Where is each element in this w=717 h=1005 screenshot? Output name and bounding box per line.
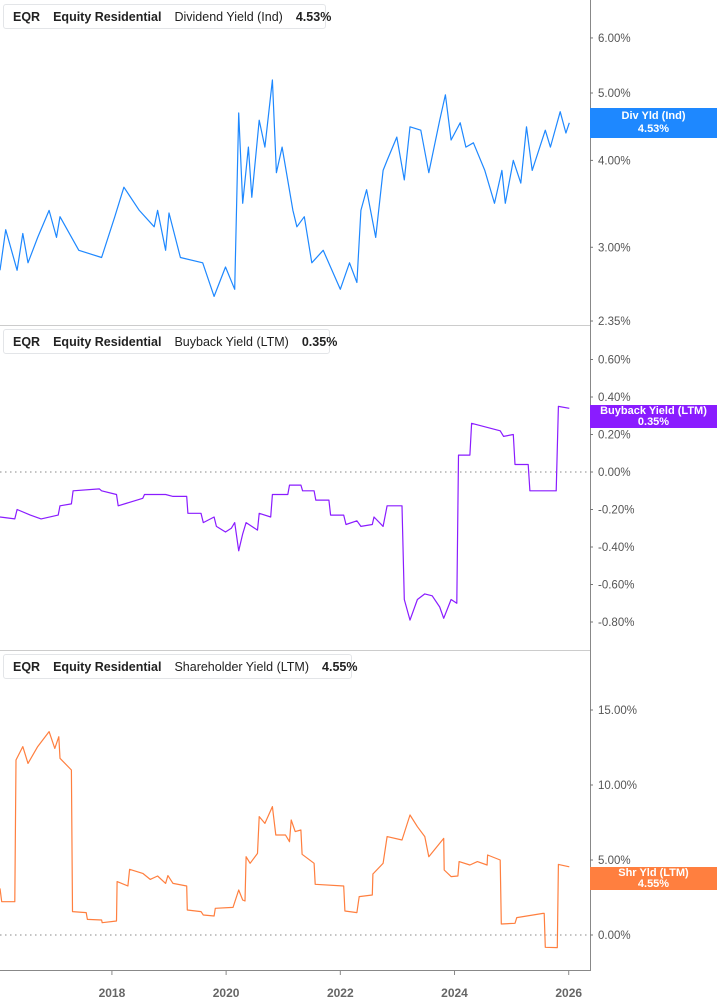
legend-dividend-yield: EQR Equity Residential Dividend Yield (I… [3,4,331,29]
legend-metric: Buyback Yield (LTM) [174,334,289,349]
buyback-yield-line [0,405,570,621]
x-tick-label: 2018 [99,986,126,1000]
legend-shareholder-yield: EQR Equity Residential Shareholder Yield… [3,654,357,679]
x-tick-label: 2022 [327,986,354,1000]
y-tick-label: 15.00% [598,705,637,717]
y-tick-label: 6.00% [598,33,631,45]
legend-value: 4.53% [295,9,332,24]
legend-buyback-yield: EQR Equity Residential Buyback Yield (LT… [3,329,337,354]
y-tick-label: 0.00% [598,467,631,479]
y-tick-label: 5.00% [598,855,631,867]
y-tick-label: 3.00% [598,242,631,254]
label-value: 4.53% [637,123,670,135]
label-value: 0.35% [637,415,670,428]
legend-company: Equity Residential [53,659,162,674]
y-tick-label: 2.35% [598,316,631,328]
x-tick-label: 2026 [555,986,582,1000]
legend-company: Equity Residential [53,334,162,349]
y-tick-label: 4.00% [598,155,631,167]
label-value: 4.55% [637,877,670,890]
y-tick-label: 0.40% [598,392,631,404]
last-value-label-buyback: Buyback Yield (LTM) 0.35% [590,405,717,428]
legend-metric: Shareholder Yield (LTM) [174,659,310,674]
y-tick-label: 0.60% [598,355,631,367]
y-tick-label: 0.00% [598,930,631,942]
last-value-label-dividend: Div Yld (Ind) 4.53% [590,108,717,138]
x-tick-label: 2024 [441,986,468,1000]
legend-ticker: EQR [13,659,41,674]
x-tick-label: 2020 [213,986,240,1000]
legend-company: Equity Residential [53,9,162,24]
dividend-yield-line [0,79,570,297]
legend-value: 4.55% [322,659,358,674]
y-tick-label: 0.20% [598,430,631,442]
label-title: Shr Yld (LTM) [618,866,689,879]
legend-ticker: EQR [13,9,41,24]
label-title: Div Yld (Ind) [621,110,686,122]
y-tick-label: 10.00% [598,780,637,792]
last-value-label-shareholder: Shr Yld (LTM) 4.55% [590,867,717,890]
label-title: Buyback Yield (LTM) [600,404,707,417]
y-tick-label: -0.60% [598,580,634,592]
shareholder-yield-line [0,731,570,949]
y-tick-label: -0.40% [598,542,634,554]
legend-ticker: EQR [13,334,41,349]
legend-value: 0.35% [301,334,338,349]
y-tick-label: 5.00% [598,88,631,100]
legend-metric: Dividend Yield (Ind) [174,9,283,24]
y-tick-label: -0.80% [598,617,634,629]
y-tick-label: -0.20% [598,505,634,517]
